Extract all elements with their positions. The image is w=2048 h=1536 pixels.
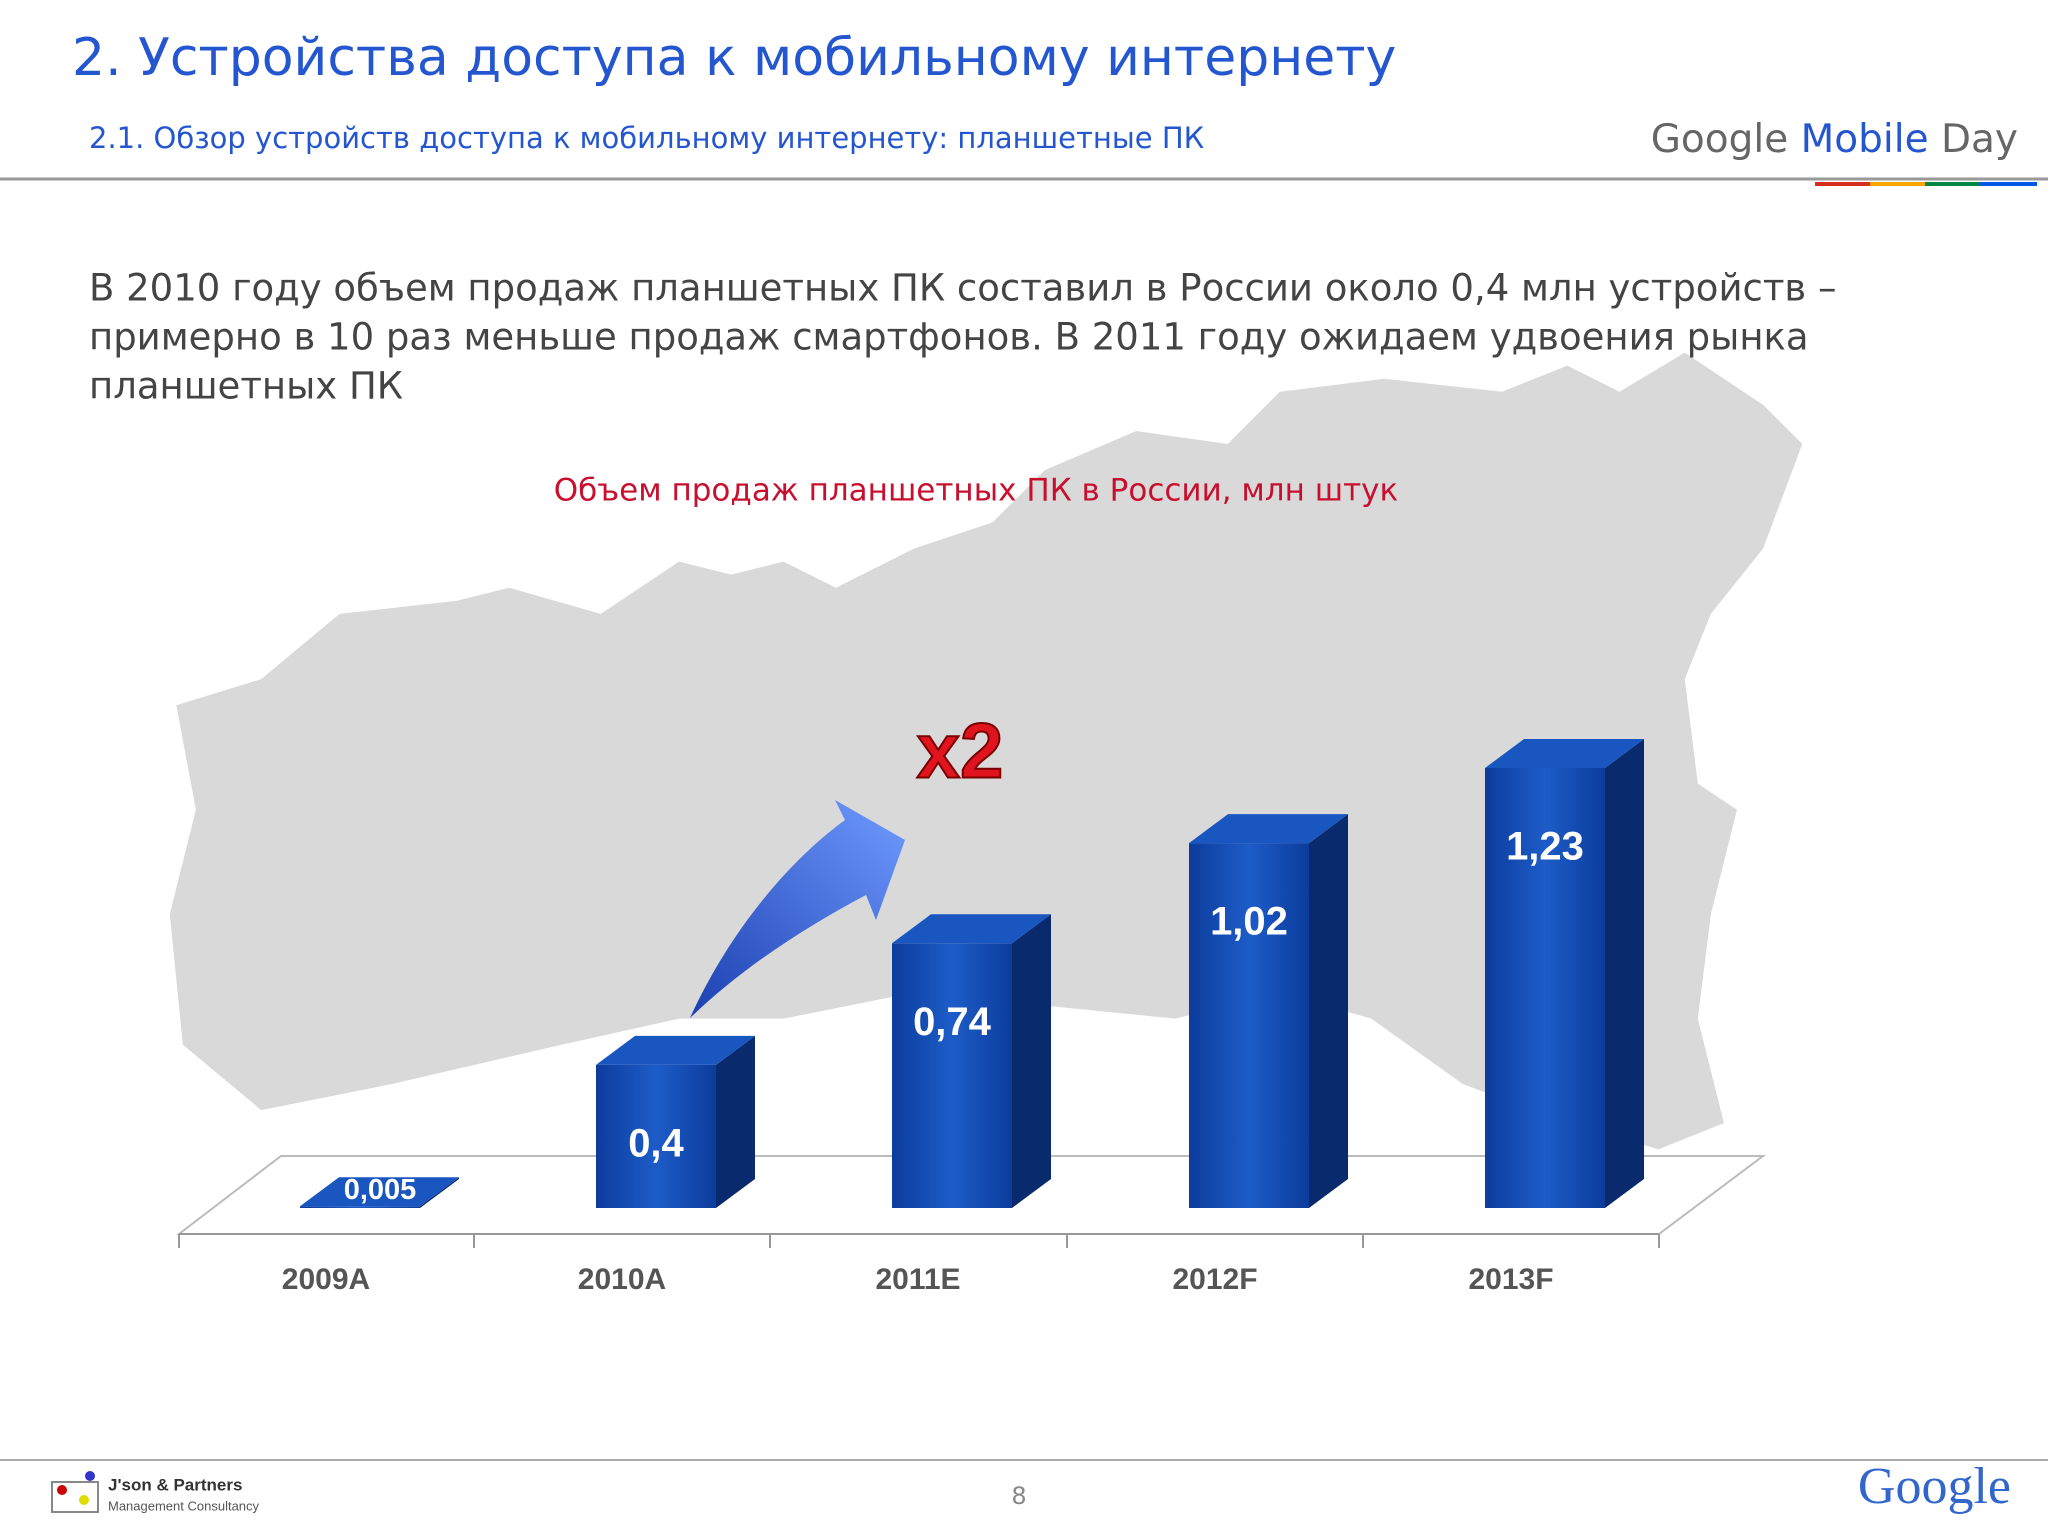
value-label: 0,005 [344, 1174, 417, 1206]
brand-logo: Google [1858, 1458, 2011, 1515]
bar-top [1189, 814, 1348, 844]
company-logo-icon [51, 1471, 99, 1513]
body-line: В 2010 году объем продаж планшетных ПК с… [89, 267, 1836, 310]
chart-title: Объем продаж планшетных ПК в России, млн… [554, 473, 1399, 509]
x-tick-label: 2010A [578, 1263, 666, 1296]
bar-front [892, 943, 1012, 1208]
growth-arrow [690, 800, 905, 1018]
x-tick-label: 2011E [875, 1263, 960, 1296]
page-number: 8 [1011, 1482, 1026, 1510]
company-subtitle: Management Consultancy [108, 1498, 260, 1513]
value-label: 0,4 [628, 1121, 684, 1165]
bar-front [1485, 768, 1605, 1208]
bar-front [596, 1064, 716, 1208]
bar-top [892, 914, 1051, 944]
x-tick-label: 2012F [1172, 1263, 1257, 1296]
value-label: 0,74 [913, 1000, 992, 1044]
value-label: 1,23 [1506, 825, 1584, 869]
value-label: 1,02 [1210, 900, 1288, 944]
bar-side [1309, 814, 1348, 1208]
chart: 0,005 2009A 0,4 2010A 0,74 2011E 1,02 2012F 1,23… [178, 739, 1660, 1296]
logo-part: Google [1651, 117, 1789, 162]
event-logo: Google Mobile Day [1651, 117, 2018, 162]
bar-top [300, 1177, 459, 1207]
body-line: планшетных ПК [89, 365, 403, 408]
bar-front [300, 1206, 420, 1208]
map-background [169, 352, 1803, 1150]
body-line: примерно в 10 раз меньше продаж смартфон… [89, 316, 1809, 359]
annotation: x2 [917, 707, 1004, 795]
slide-title: 2. Устройства доступа к мобильному интер… [72, 28, 1396, 88]
bar-front [1189, 843, 1309, 1208]
logo-part: Day [1941, 117, 2018, 162]
company-name: J'son & Partners [108, 1475, 242, 1494]
brand-stripe [1815, 182, 2037, 186]
bar-side [420, 1177, 459, 1208]
x-tick-label: 2009A [282, 1263, 370, 1296]
slide-subtitle: 2.1. Обзор устройств доступа к мобильном… [89, 121, 1205, 155]
logo-part: Mobile [1801, 117, 1929, 162]
bar-top [1485, 739, 1644, 768]
body-text: В 2010 году объем продаж планшетных ПК с… [89, 267, 1836, 408]
bar-side [716, 1035, 755, 1208]
bar-side [1605, 739, 1644, 1208]
bar-top [596, 1035, 755, 1065]
x-tick-label: 2013F [1468, 1263, 1553, 1296]
bar-side [1012, 914, 1051, 1208]
